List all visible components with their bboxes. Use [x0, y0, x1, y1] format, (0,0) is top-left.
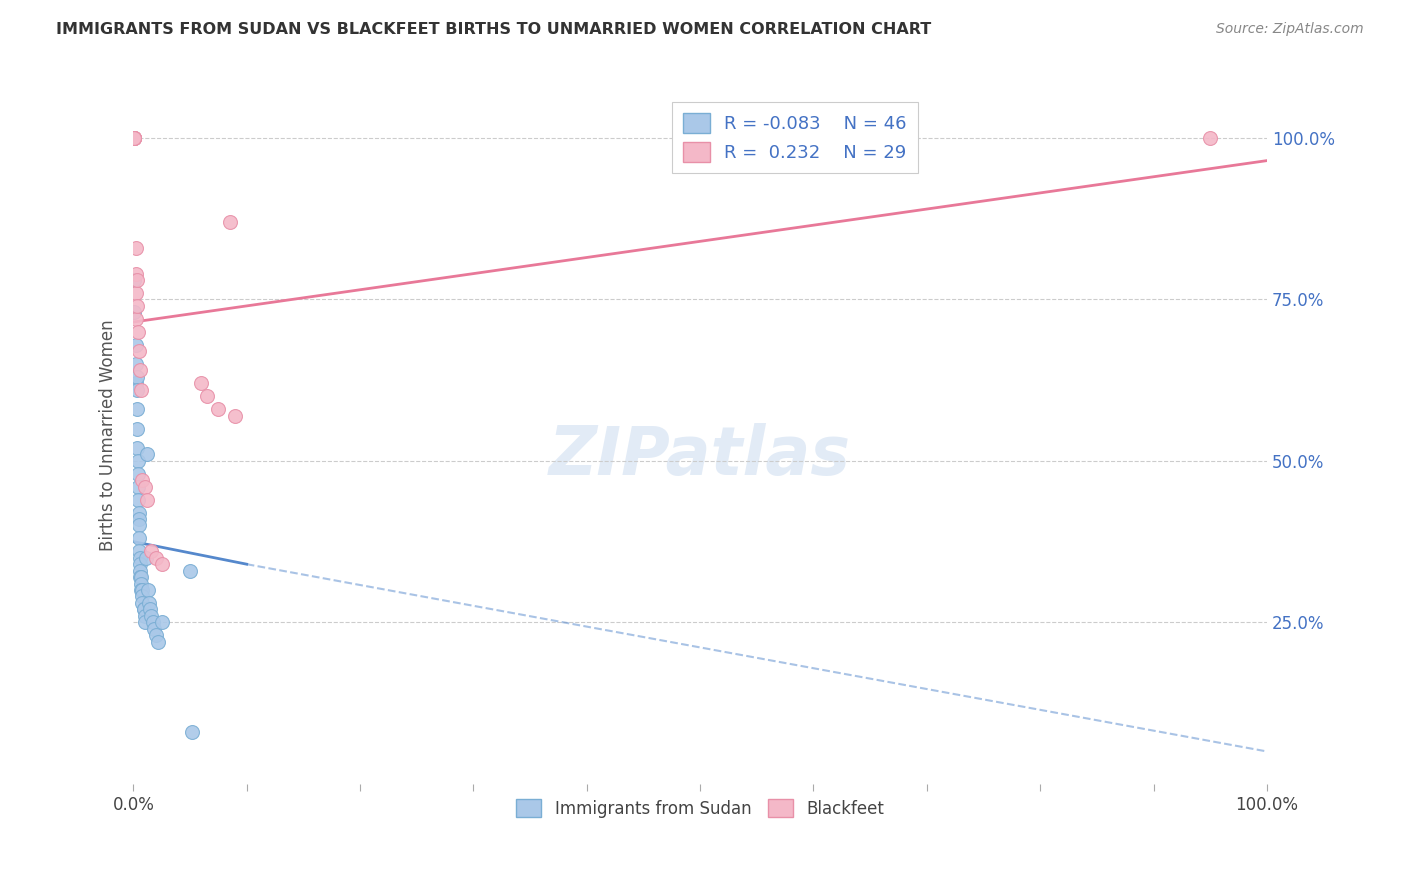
Point	[136, 492, 159, 507]
Point	[131, 582, 153, 597]
Point	[125, 421, 148, 435]
Point	[124, 131, 146, 145]
Point	[135, 550, 157, 565]
Point	[150, 558, 173, 572]
Point	[181, 725, 204, 739]
Point	[134, 615, 156, 630]
Point	[128, 344, 150, 359]
Point	[129, 570, 152, 584]
Point	[127, 492, 149, 507]
Point	[129, 564, 152, 578]
Point	[124, 131, 146, 145]
Point	[138, 596, 160, 610]
Point	[127, 325, 149, 339]
Point	[125, 441, 148, 455]
Point	[179, 564, 201, 578]
Text: Source: ZipAtlas.com: Source: ZipAtlas.com	[1216, 22, 1364, 37]
Point	[125, 383, 148, 397]
Point	[124, 273, 146, 287]
Point	[224, 409, 246, 423]
Point	[145, 550, 167, 565]
Point	[129, 363, 152, 377]
Point	[124, 131, 146, 145]
Point	[127, 467, 149, 481]
Point	[124, 131, 146, 145]
Point	[134, 608, 156, 623]
Point	[127, 454, 149, 468]
Point	[128, 518, 150, 533]
Point	[195, 389, 218, 403]
Point	[134, 480, 156, 494]
Point	[129, 558, 152, 572]
Point	[218, 215, 240, 229]
Point	[128, 544, 150, 558]
Point	[131, 590, 153, 604]
Legend: Immigrants from Sudan, Blackfeet: Immigrants from Sudan, Blackfeet	[509, 792, 890, 824]
Point	[190, 376, 212, 391]
Point	[132, 602, 155, 616]
Point	[128, 512, 150, 526]
Point	[124, 311, 146, 326]
Text: IMMIGRANTS FROM SUDAN VS BLACKFEET BIRTHS TO UNMARRIED WOMEN CORRELATION CHART: IMMIGRANTS FROM SUDAN VS BLACKFEET BIRTH…	[56, 22, 932, 37]
Point	[124, 376, 146, 391]
Point	[127, 480, 149, 494]
Point	[150, 615, 173, 630]
Point	[125, 273, 148, 287]
Point	[129, 570, 152, 584]
Point	[141, 608, 163, 623]
Point	[124, 285, 146, 300]
Point	[129, 582, 152, 597]
Point	[128, 532, 150, 546]
Point	[148, 634, 170, 648]
Point	[129, 576, 152, 591]
Point	[125, 299, 148, 313]
Point	[129, 550, 152, 565]
Point	[207, 402, 229, 417]
Point	[136, 447, 159, 461]
Point	[142, 615, 165, 630]
Point	[128, 506, 150, 520]
Point	[124, 131, 146, 145]
Point	[132, 602, 155, 616]
Point	[124, 131, 146, 145]
Point	[129, 383, 152, 397]
Point	[142, 622, 165, 636]
Point	[125, 370, 148, 384]
Point	[141, 544, 163, 558]
Point	[139, 602, 162, 616]
Point	[124, 267, 146, 281]
Point	[145, 628, 167, 642]
Point	[124, 357, 146, 371]
Text: ZIPatlas: ZIPatlas	[550, 423, 851, 489]
Point	[124, 305, 146, 319]
Point	[136, 582, 159, 597]
Point	[1199, 131, 1222, 145]
Point	[124, 337, 146, 351]
Point	[124, 241, 146, 255]
Point	[131, 473, 153, 487]
Y-axis label: Births to Unmarried Women: Births to Unmarried Women	[100, 319, 117, 551]
Point	[131, 596, 153, 610]
Point	[124, 131, 146, 145]
Point	[125, 402, 148, 417]
